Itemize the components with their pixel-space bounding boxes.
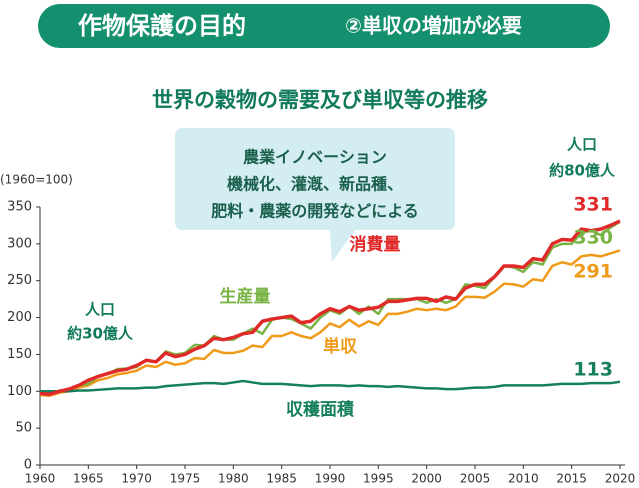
series-label: 消費量 — [350, 234, 401, 255]
series-line — [39, 219, 621, 396]
x-tick-label: 2020 — [605, 472, 636, 486]
end-value-label: 113 — [573, 359, 613, 381]
header-subtitle: ②単収の増加が必要 — [345, 14, 522, 38]
x-tick-label: 1985 — [266, 472, 297, 486]
chart-title: 世界の穀物の需要及び単収等の推移 — [152, 88, 488, 112]
x-tick-label: 2005 — [460, 472, 491, 486]
annotation: 人口 — [85, 301, 115, 319]
series-label: 単収 — [323, 336, 358, 357]
x-tick-label: 1960 — [25, 472, 56, 486]
x-tick-label: 1970 — [121, 472, 152, 486]
annotation: 農業イノベーション — [243, 148, 387, 167]
y-tick-label: 300 — [7, 236, 32, 251]
x-tick-label: 1995 — [363, 472, 394, 486]
x-tick-label: 1990 — [315, 472, 346, 486]
x-tick-label: 2000 — [411, 472, 442, 486]
x-tick-label: 1980 — [218, 472, 249, 486]
y-tick-label: 250 — [7, 273, 32, 288]
y-tick-label: 200 — [7, 310, 32, 325]
series-line — [39, 249, 621, 397]
series-label: 生産量 — [220, 286, 271, 307]
x-tick-label: 2010 — [508, 472, 539, 486]
end-value-label: 331 — [573, 194, 613, 216]
annotation: 機械化、灌漑、新品種、 — [227, 175, 403, 194]
y-tick-label: 0 — [24, 458, 32, 473]
y-tick-label: 150 — [7, 347, 32, 362]
callout-box — [175, 128, 455, 262]
x-tick-label: 2015 — [556, 472, 587, 486]
annotation: 肥料・農薬の開発などによる — [211, 202, 419, 221]
series-label: 収穫面積 — [286, 399, 355, 420]
annotation: 約80億人 — [549, 162, 616, 180]
header-banner — [38, 4, 610, 48]
annotation: 人口 — [567, 136, 597, 154]
end-value-label: 291 — [573, 261, 613, 283]
x-tick-label: 1965 — [73, 472, 104, 486]
series-line — [40, 379, 621, 393]
y-axis-label: (1960=100) — [0, 173, 73, 187]
x-tick-label: 1975 — [170, 472, 201, 486]
y-tick-label: 100 — [7, 384, 32, 399]
header-title: 作物保護の目的 — [78, 12, 246, 40]
annotation: 約30億人 — [67, 325, 134, 343]
end-value-label: 330 — [573, 227, 613, 249]
y-tick-label: 50 — [15, 421, 32, 436]
y-tick-label: 350 — [7, 200, 32, 215]
